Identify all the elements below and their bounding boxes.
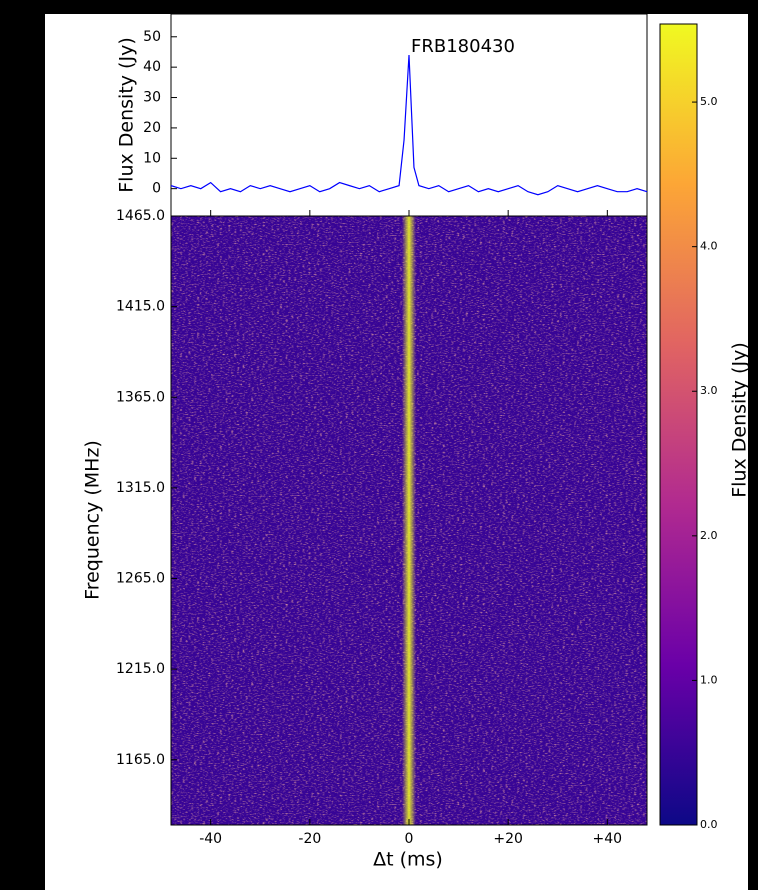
colorbar-tick-label: 2.0 <box>700 529 718 542</box>
y-tick-label: 1265.0 <box>116 571 165 587</box>
colorbar-label: Flux Density (Jy) <box>729 342 751 497</box>
colorbar-tick-label: 5.0 <box>700 95 718 108</box>
y-tick-label: 1165.0 <box>116 752 165 768</box>
y-tick-label: 30 <box>143 90 161 106</box>
colorbar-tick-label: 0.0 <box>700 818 718 831</box>
x-tick-label: 0 <box>405 831 414 847</box>
y-tick-label: 40 <box>143 59 161 75</box>
burst-column <box>402 216 416 825</box>
colorbar-tick-label: 1.0 <box>700 673 718 686</box>
y-tick-label: 0 <box>152 181 161 197</box>
x-tick-label: -20 <box>298 831 321 847</box>
x-axis-label: Δt (ms) <box>373 849 443 871</box>
y-tick-label: 50 <box>143 29 161 45</box>
x-tick-label: -40 <box>199 831 222 847</box>
y-tick-label: 10 <box>143 150 161 166</box>
y-tick-label: 1215.0 <box>116 661 165 677</box>
annotation: FRB180430 <box>411 36 515 57</box>
colorbar-tick-label: 4.0 <box>700 240 718 253</box>
y-tick-label: 1465.0 <box>116 208 165 224</box>
x-tick-label: +40 <box>593 831 623 847</box>
colorbar-tick-label: 3.0 <box>700 384 718 397</box>
y-tick-label: 1365.0 <box>116 389 165 405</box>
flux-line <box>170 54 648 196</box>
y-tick-label: 20 <box>143 120 161 136</box>
colorbar <box>659 23 698 826</box>
x-tick-label: +20 <box>493 831 523 847</box>
top-y-label: Flux Density (Jy) <box>116 37 138 192</box>
y-tick-label: 1315.0 <box>116 480 165 496</box>
y-axis-label: Frequency (MHz) <box>82 440 104 600</box>
y-tick-label: 1415.0 <box>116 299 165 315</box>
